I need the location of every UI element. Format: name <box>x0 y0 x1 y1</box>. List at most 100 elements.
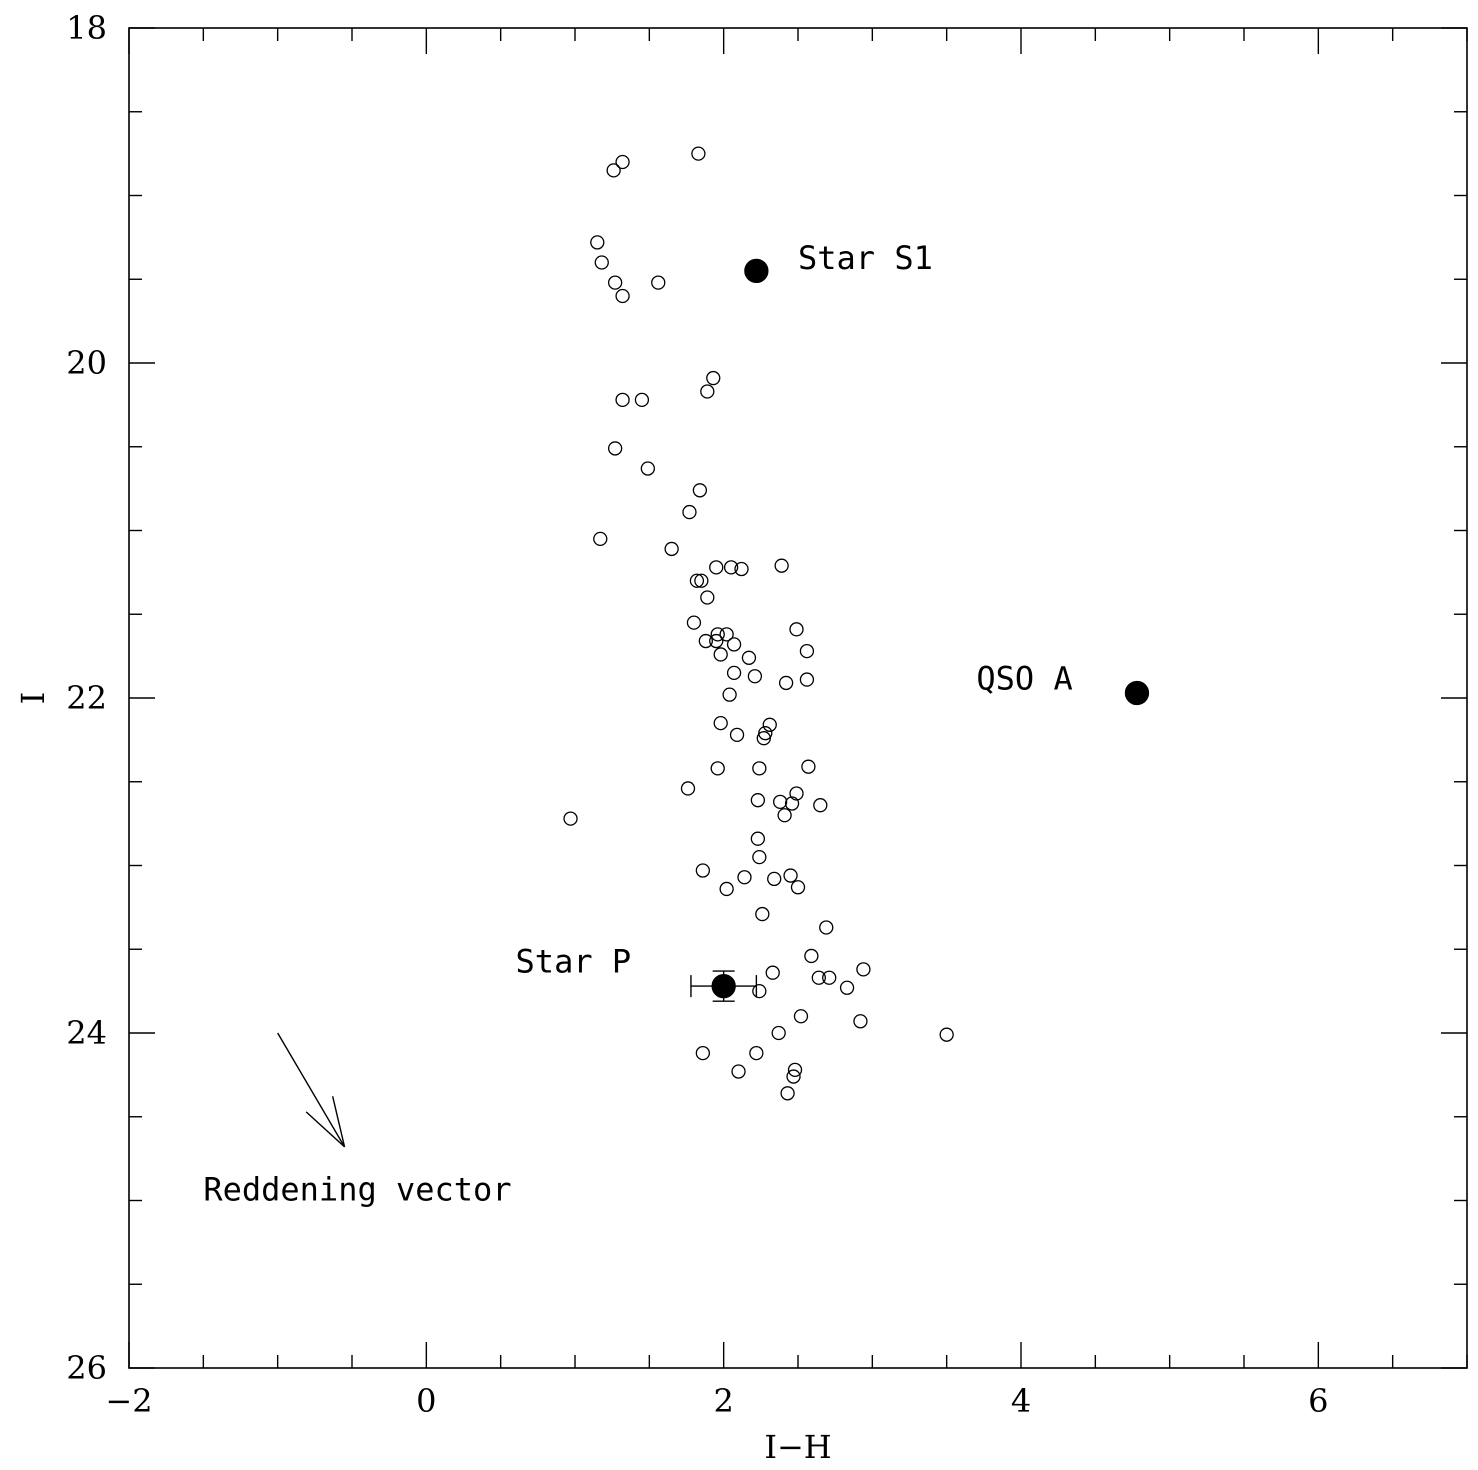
x-tick-label: 6 <box>1308 1382 1328 1420</box>
error-bars <box>690 970 758 1002</box>
open-data-point <box>710 627 725 642</box>
open-data-point <box>762 717 777 732</box>
open-data-point <box>692 483 708 498</box>
open-data-point <box>713 647 728 662</box>
open-data-point <box>719 881 734 897</box>
open-data-point <box>755 906 770 922</box>
annotation-reddening-vector: Reddening vector <box>203 1171 511 1209</box>
open-data-point <box>737 870 752 885</box>
open-data-point <box>594 255 609 270</box>
open-data-point <box>726 665 742 681</box>
open-data-point <box>790 880 806 895</box>
open-data-point <box>607 441 623 456</box>
x-tick-label: 4 <box>1011 1382 1031 1420</box>
open-data-point <box>752 761 767 776</box>
open-data-point <box>615 154 630 170</box>
axis-ticks <box>128 27 1468 1369</box>
vector-head <box>331 1096 346 1148</box>
open-data-point <box>789 786 804 801</box>
open-data-point <box>689 573 705 588</box>
open-data-point <box>729 727 745 742</box>
y-tick-label: 26 <box>66 1349 107 1387</box>
open-data-point <box>691 146 706 161</box>
open-data-point <box>709 560 724 575</box>
vector-head <box>305 1111 346 1148</box>
open-data-point <box>789 622 804 637</box>
filled-data-point <box>1124 680 1150 706</box>
open-data-point <box>765 965 780 980</box>
open-data-point <box>722 687 737 702</box>
open-data-point <box>664 541 679 557</box>
open-data-point <box>780 1086 795 1101</box>
y-axis-label: I <box>14 692 52 705</box>
open-data-point <box>822 970 837 985</box>
open-data-point <box>773 794 788 809</box>
open-data-point <box>734 561 749 577</box>
open-data-point <box>752 849 767 865</box>
open-data-point <box>771 1025 786 1041</box>
open-data-point <box>615 288 630 304</box>
open-data-point <box>723 560 739 575</box>
open-data-point <box>774 558 789 573</box>
x-tick-label: 2 <box>713 1382 733 1420</box>
vector-shaft <box>277 1032 346 1148</box>
annotation-star-s1: Star S1 <box>798 239 933 277</box>
open-data-point <box>778 675 794 691</box>
open-data-point <box>799 672 815 687</box>
open-data-point <box>777 808 792 823</box>
open-data-point <box>710 761 725 776</box>
x-axis-label: I−H <box>764 1428 831 1466</box>
open-data-point <box>750 793 766 808</box>
open-data-point <box>783 868 798 883</box>
open-data-point <box>634 392 650 408</box>
open-data-point <box>682 504 697 520</box>
open-data-point <box>563 811 578 826</box>
open-data-point <box>813 798 828 813</box>
open-data-point <box>593 531 608 547</box>
open-data-point <box>590 235 605 250</box>
open-data-point <box>606 163 621 178</box>
open-data-point <box>853 1014 868 1029</box>
open-data-point <box>747 669 763 684</box>
open-data-point <box>640 461 655 476</box>
y-tick-label: 18 <box>66 9 107 47</box>
filled-data-point <box>744 258 769 284</box>
reddening-vector-arrow <box>277 1032 346 1148</box>
open-data-point <box>819 920 834 935</box>
y-tick-label: 24 <box>66 1014 107 1052</box>
open-data-point <box>695 1045 711 1061</box>
open-data-point <box>741 650 757 665</box>
annotation-star-p: Star P <box>516 943 632 981</box>
x-tick-label: 0 <box>416 1382 436 1420</box>
open-data-point <box>749 1045 764 1061</box>
open-data-point <box>767 871 782 887</box>
open-data-point <box>731 1064 746 1079</box>
open-data-point <box>680 781 696 796</box>
open-data-point <box>700 384 715 399</box>
open-data-point <box>811 970 826 985</box>
x-tick-label: −2 <box>105 1382 152 1420</box>
y-tick-label: 20 <box>66 344 107 382</box>
open-data-point <box>787 1062 803 1077</box>
open-data-point <box>709 633 724 649</box>
open-data-point <box>786 1069 801 1084</box>
open-data-point <box>839 980 855 995</box>
open-data-point <box>706 370 721 386</box>
open-data-point <box>694 573 709 588</box>
open-data-point <box>700 590 715 605</box>
open-data-point <box>615 392 630 408</box>
open-data-point <box>801 759 816 774</box>
plot-frame <box>128 27 1468 1369</box>
data-points <box>563 146 1150 1101</box>
open-data-point <box>804 948 819 964</box>
open-data-point <box>756 731 771 746</box>
annotation-qso-a: QSO A <box>976 660 1072 698</box>
open-data-point <box>651 275 666 290</box>
open-data-point <box>799 643 815 659</box>
open-data-point <box>939 1027 954 1042</box>
y-tick-label: 22 <box>66 679 107 717</box>
open-data-point <box>713 715 728 731</box>
open-data-point <box>856 962 871 977</box>
